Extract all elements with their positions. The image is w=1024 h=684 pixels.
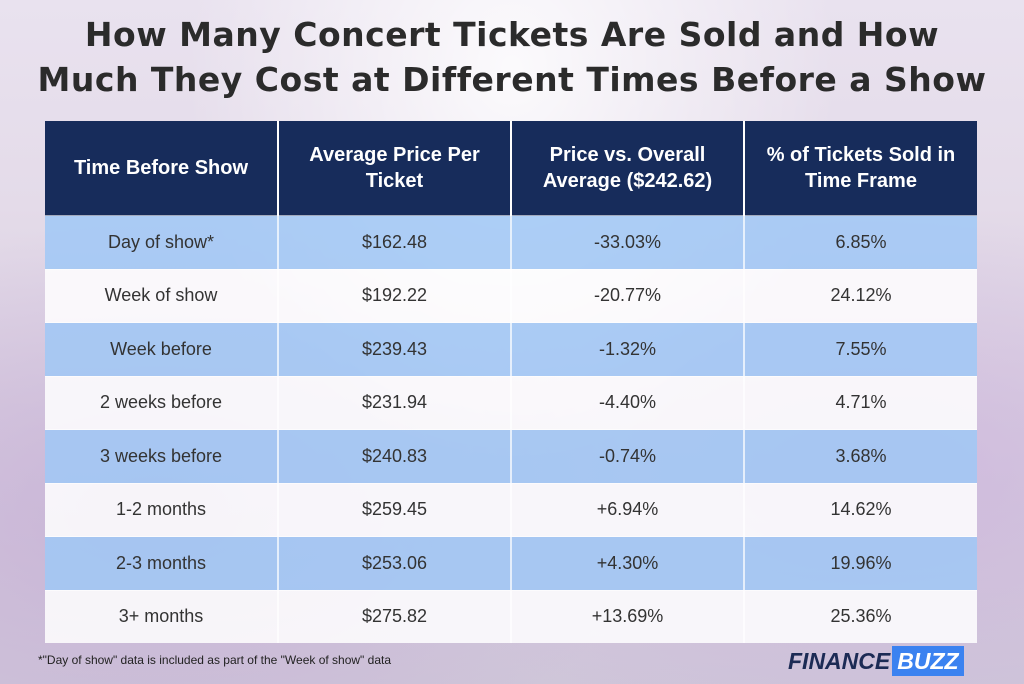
cell-percent: 6.85% bbox=[744, 215, 977, 269]
cell-diff: -1.32% bbox=[511, 322, 745, 376]
cell-price: $239.43 bbox=[278, 322, 512, 376]
header-row: Time Before Show Average Price Per Ticke… bbox=[45, 121, 977, 216]
table-row: 3 weeks before $240.83 -0.74% 3.68% bbox=[45, 429, 977, 483]
table-row: Week of show $192.22 -20.77% 24.12% bbox=[45, 268, 977, 323]
cell-price: $275.82 bbox=[278, 589, 512, 643]
footnote: *"Day of show" data is included as part … bbox=[38, 653, 392, 667]
cell-time: 1-2 months bbox=[45, 482, 279, 537]
table-row: 2-3 months $253.06 +4.30% 19.96% bbox=[45, 536, 977, 590]
cell-percent: 4.71% bbox=[744, 375, 977, 430]
cell-time: 2 weeks before bbox=[45, 375, 279, 430]
cell-percent: 7.55% bbox=[744, 322, 977, 376]
header-price-vs-average: Price vs. Overall Average ($242.62) bbox=[511, 121, 745, 216]
cell-price: $231.94 bbox=[278, 375, 512, 430]
header-percent-sold: % of Tickets Sold in Time Frame bbox=[744, 121, 977, 216]
cell-time: Day of show* bbox=[45, 215, 279, 269]
cell-percent: 25.36% bbox=[744, 589, 977, 643]
header-time-before-show: Time Before Show bbox=[45, 121, 279, 216]
cell-price: $240.83 bbox=[278, 429, 512, 483]
financebuzz-logo: FINANCE BUZZ bbox=[788, 646, 964, 676]
cell-percent: 14.62% bbox=[744, 482, 977, 537]
cell-diff: +6.94% bbox=[511, 482, 745, 537]
logo-text-finance: FINANCE bbox=[788, 648, 891, 674]
table-row: 3+ months $275.82 +13.69% 25.36% bbox=[45, 589, 977, 643]
cell-price: $253.06 bbox=[278, 536, 512, 590]
data-table: Time Before Show Average Price Per Ticke… bbox=[45, 121, 977, 643]
header-average-price: Average Price Per Ticket bbox=[278, 121, 512, 216]
cell-percent: 24.12% bbox=[744, 268, 977, 323]
data-table-container: Time Before Show Average Price Per Ticke… bbox=[45, 121, 977, 643]
cell-diff: -4.40% bbox=[511, 375, 745, 430]
cell-time: Week before bbox=[45, 322, 279, 376]
cell-time: 2-3 months bbox=[45, 536, 279, 590]
table-row: 2 weeks before $231.94 -4.40% 4.71% bbox=[45, 375, 977, 430]
cell-percent: 19.96% bbox=[744, 536, 977, 590]
cell-time: 3 weeks before bbox=[45, 429, 279, 483]
title-line-1: How Many Concert Tickets Are Sold and Ho… bbox=[84, 15, 940, 54]
title-line-2: Much They Cost at Different Times Before… bbox=[37, 60, 987, 99]
table-row: 1-2 months $259.45 +6.94% 14.62% bbox=[45, 482, 977, 537]
cell-time: Week of show bbox=[45, 268, 279, 323]
logo-text-buzz: BUZZ bbox=[892, 646, 964, 676]
cell-price: $259.45 bbox=[278, 482, 512, 537]
cell-diff: +13.69% bbox=[511, 589, 745, 643]
cell-diff: -33.03% bbox=[511, 215, 745, 269]
cell-diff: +4.30% bbox=[511, 536, 745, 590]
table-row: Day of show* $162.48 -33.03% 6.85% bbox=[45, 215, 977, 269]
cell-diff: -0.74% bbox=[511, 429, 745, 483]
cell-diff: -20.77% bbox=[511, 268, 745, 323]
cell-percent: 3.68% bbox=[744, 429, 977, 483]
table-row: Week before $239.43 -1.32% 7.55% bbox=[45, 322, 977, 376]
cell-price: $192.22 bbox=[278, 268, 512, 323]
cell-price: $162.48 bbox=[278, 215, 512, 269]
cell-time: 3+ months bbox=[45, 589, 279, 643]
chart-title: How Many Concert Tickets Are Sold and Ho… bbox=[0, 12, 1024, 102]
